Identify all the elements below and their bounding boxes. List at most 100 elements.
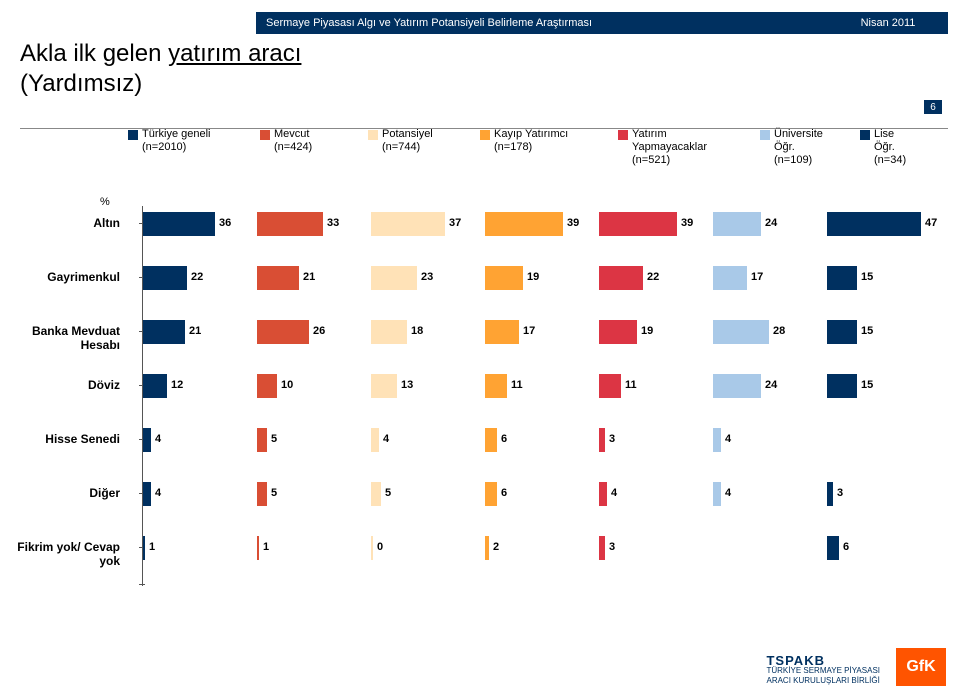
bar [257, 266, 299, 290]
bar-value: 3 [609, 541, 615, 553]
tspakb-logo: TSPAKB TÜRKİYE SERMAYE PİYASASI ARACI KU… [766, 656, 880, 686]
bar-value: 33 [327, 217, 339, 229]
bar [485, 536, 489, 560]
bar [371, 266, 417, 290]
page-title: Akla ilk gelen yatırım aracı [20, 40, 301, 68]
bar-value: 19 [641, 325, 653, 337]
legend-box [368, 130, 378, 140]
bar [371, 482, 381, 506]
bar [143, 428, 151, 452]
bar-value: 4 [611, 487, 617, 499]
bar [599, 482, 607, 506]
legend-label: Türkiye geneli (n=2010) [142, 128, 210, 154]
bar-group: 36333739392447 [123, 212, 924, 236]
bar [599, 212, 677, 236]
page-subtitle: (Yardımsız) [20, 70, 142, 98]
bar [371, 536, 373, 560]
bar-value: 17 [523, 325, 535, 337]
chart-row: Hisse Senedi454634 [20, 422, 930, 456]
bar [599, 320, 637, 344]
bar-value: 5 [271, 487, 277, 499]
bar [371, 212, 445, 236]
bar [713, 320, 769, 344]
bar [827, 536, 839, 560]
legend-box [128, 130, 138, 140]
bar-group: 4556443 [123, 482, 924, 506]
legend-box [760, 130, 770, 140]
bar-value: 17 [751, 271, 763, 283]
bar-value: 39 [567, 217, 579, 229]
bar-value: 13 [401, 379, 413, 391]
bar [713, 212, 761, 236]
bar-value: 6 [843, 541, 849, 553]
bar-value: 24 [765, 217, 777, 229]
header-date: Nisan 2011 [828, 12, 948, 34]
bar-value: 6 [501, 487, 507, 499]
bar-value: 4 [725, 487, 731, 499]
bar [143, 212, 215, 236]
bar [143, 266, 187, 290]
bar-value: 3 [609, 433, 615, 445]
bar-value: 15 [861, 379, 873, 391]
bar-value: 1 [263, 541, 269, 553]
bar [257, 428, 267, 452]
bar-value: 15 [861, 271, 873, 283]
bar-value: 15 [861, 325, 873, 337]
bar-value: 11 [511, 379, 523, 391]
bar-group: 110236 [123, 536, 924, 560]
chart-row: Altın36333739392447 [20, 206, 930, 240]
bar [257, 320, 309, 344]
bar-value: 10 [281, 379, 293, 391]
legend-box [260, 130, 270, 140]
bar-value: 24 [765, 379, 777, 391]
bar-value: 21 [303, 271, 315, 283]
bar-value: 28 [773, 325, 785, 337]
bar-value: 4 [383, 433, 389, 445]
bar [485, 212, 563, 236]
bar-value: 23 [421, 271, 433, 283]
row-label: Hisse Senedi [0, 432, 120, 446]
bar [713, 374, 761, 398]
bar-value: 12 [171, 379, 183, 391]
title-underlined: yatırım aracı [168, 40, 301, 67]
bar-value: 22 [191, 271, 203, 283]
bar [599, 266, 643, 290]
bar [827, 320, 857, 344]
bar [143, 482, 151, 506]
legend-label: Yatırım Yapmayacaklar (n=521) [632, 128, 707, 167]
legend-box [860, 130, 870, 140]
legend: Türkiye geneli (n=2010) Mevcut (n=424) Pot… [120, 128, 900, 190]
bar [827, 374, 857, 398]
bar-value: 18 [411, 325, 423, 337]
bar [485, 482, 497, 506]
bar-value: 5 [385, 487, 391, 499]
row-label: Gayrimenkul [0, 270, 120, 284]
bar [371, 428, 379, 452]
bar-value: 0 [377, 541, 383, 553]
bar [827, 482, 833, 506]
chart-row: Döviz12101311112415 [20, 368, 930, 402]
bar [485, 320, 519, 344]
bar-group: 21261817192815 [123, 320, 924, 344]
bar [143, 536, 145, 560]
bar [485, 266, 523, 290]
bar-value: 39 [681, 217, 693, 229]
title-pre: Akla ilk gelen [20, 40, 168, 67]
bar [599, 536, 605, 560]
bar-value: 1 [149, 541, 155, 553]
bar-value: 26 [313, 325, 325, 337]
bar [485, 428, 497, 452]
bar-value: 5 [271, 433, 277, 445]
legend-box [618, 130, 628, 140]
chart-row: Fikrim yok/ Cevap yok110236 [20, 530, 930, 564]
legend-label: Potansiyel (n=744) [382, 128, 433, 154]
bar [713, 266, 747, 290]
legend-label: Mevcut (n=424) [274, 128, 312, 154]
bar-group: 454634 [123, 428, 924, 452]
chart-row: Banka Mevduat Hesabı21261817192815 [20, 314, 930, 348]
bar [257, 482, 267, 506]
bar [257, 212, 323, 236]
chart: Altın36333739392447Gayrimenkul2221231922… [20, 206, 930, 586]
page-number: 6 [924, 100, 942, 114]
chart-row: Diğer4556443 [20, 476, 930, 510]
